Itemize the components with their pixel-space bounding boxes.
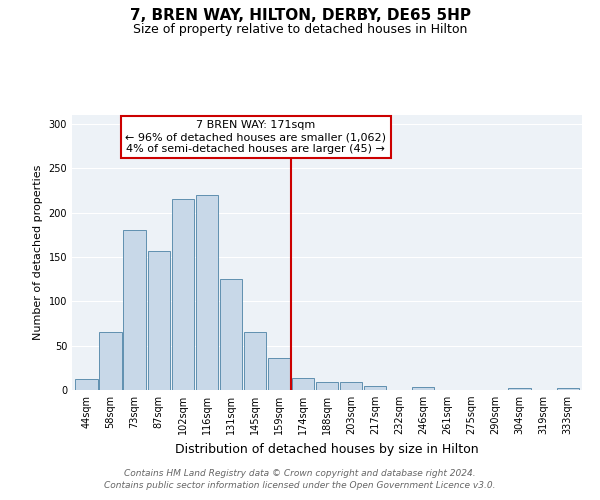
Bar [220,279,242,390]
Y-axis label: Number of detached properties: Number of detached properties [33,165,43,340]
Bar [268,358,290,390]
Bar [340,382,362,390]
Bar [172,200,194,390]
Bar [76,380,98,390]
Bar [412,388,434,390]
Bar [148,250,170,390]
Text: 7 BREN WAY: 171sqm
← 96% of detached houses are smaller (1,062)
4% of semi-detac: 7 BREN WAY: 171sqm ← 96% of detached hou… [125,120,386,154]
Text: Contains HM Land Registry data © Crown copyright and database right 2024.
Contai: Contains HM Land Registry data © Crown c… [104,469,496,490]
Bar [557,388,578,390]
Bar [100,332,122,390]
Bar [508,388,530,390]
X-axis label: Distribution of detached houses by size in Hilton: Distribution of detached houses by size … [175,442,479,456]
Bar [244,332,266,390]
Bar [292,378,314,390]
Bar [196,195,218,390]
Bar [124,230,146,390]
Bar [316,382,338,390]
Text: 7, BREN WAY, HILTON, DERBY, DE65 5HP: 7, BREN WAY, HILTON, DERBY, DE65 5HP [130,8,470,22]
Bar [364,386,386,390]
Text: Size of property relative to detached houses in Hilton: Size of property relative to detached ho… [133,22,467,36]
